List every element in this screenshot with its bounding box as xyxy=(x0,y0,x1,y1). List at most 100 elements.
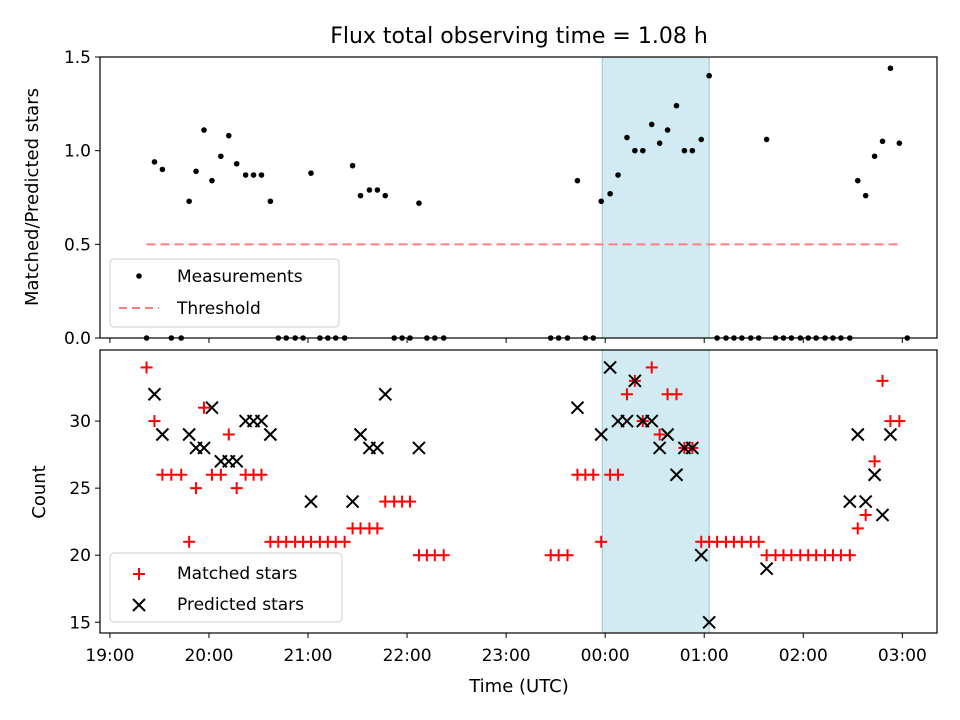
matched-star-point xyxy=(645,361,658,374)
count-x-ticks: 19:00 20:00 21:00 22:00 23:00 00:00 01:00 02:00… xyxy=(85,633,927,666)
count-y-ticks: 15 20 25 30 xyxy=(69,412,100,633)
measurement-point xyxy=(151,159,158,165)
legend-predicted-marker xyxy=(132,598,146,612)
ratio-panel-frame xyxy=(99,56,938,339)
matched-star-point xyxy=(175,468,188,481)
matched-star-point xyxy=(851,522,864,535)
chart-title: Flux total observing time = 1.08 h xyxy=(330,24,708,49)
predicted-star-point xyxy=(652,441,667,455)
y-tick-label: 20 xyxy=(69,546,91,566)
measurement-point xyxy=(706,72,712,79)
measurement-point xyxy=(193,168,199,175)
count-y-axis-label: Count xyxy=(29,465,50,518)
measurement-point xyxy=(308,170,314,176)
measurement-point xyxy=(871,153,878,160)
y-tick-label: 30 xyxy=(69,412,91,432)
x-tick-label: 20:00 xyxy=(184,646,233,666)
count-legend: Matched stars Predicted stars xyxy=(109,552,343,623)
matched-star-point xyxy=(140,361,153,374)
legend-threshold-label: Threshold xyxy=(176,299,261,319)
measurement-point xyxy=(366,187,373,193)
measurement-point xyxy=(159,166,166,173)
predicted-star-point xyxy=(685,441,700,455)
matched-star-point xyxy=(222,428,235,441)
measurement-point xyxy=(598,198,605,205)
predicted-star-point xyxy=(669,468,684,482)
x-tick-label: 22:00 xyxy=(383,646,432,666)
predicted-star-point xyxy=(345,494,360,509)
measurement-point xyxy=(854,177,861,184)
predicted-star-point xyxy=(205,400,219,415)
predicted-star-point xyxy=(883,427,898,442)
measurement-point xyxy=(763,136,770,143)
matched-star-point xyxy=(876,374,889,387)
matched-star-point xyxy=(437,549,450,562)
measurement-point xyxy=(648,121,655,128)
legend-matched-label: Matched stars xyxy=(177,564,297,584)
matched-star-point xyxy=(183,535,196,548)
measurement-point xyxy=(258,172,265,178)
measurement-point xyxy=(201,127,207,133)
ratio-x-ticks xyxy=(109,338,903,343)
matched-star-point xyxy=(587,468,600,481)
matched-star-point xyxy=(198,401,211,414)
predicted-star-point xyxy=(412,441,426,455)
measurement-point xyxy=(681,147,688,154)
predicted-star-point xyxy=(694,548,708,562)
predicted-star-point xyxy=(867,468,882,482)
measurement-point xyxy=(632,147,638,154)
measurement-point xyxy=(357,192,364,199)
predicted-star-point xyxy=(182,427,196,442)
predicted-star-point xyxy=(628,374,642,388)
x-tick-label: 01:00 xyxy=(680,646,729,666)
measurement-point xyxy=(250,172,257,178)
matched-star-point xyxy=(752,535,765,548)
predicted-star-point xyxy=(254,414,269,428)
count-panel: 15 20 25 30 19:00 20:00 21:00 22:00 23:00 00:00 0… xyxy=(29,349,938,697)
highlight-span-bottom xyxy=(601,349,710,634)
predicted-star-point xyxy=(594,427,608,442)
measurement-point xyxy=(349,162,356,169)
measurement-point xyxy=(607,190,613,197)
measurement-point xyxy=(382,192,389,199)
predicted-star-point xyxy=(620,414,634,428)
predicted-star-point xyxy=(660,427,675,442)
measurement-point xyxy=(624,134,630,141)
measurement-point xyxy=(664,127,671,133)
matched-star-point xyxy=(561,549,574,562)
matched-star-point xyxy=(214,468,227,481)
matched-star-point xyxy=(868,455,881,468)
y-tick-label: 1.5 xyxy=(64,48,91,68)
predicted-star-point xyxy=(570,400,585,415)
x-tick-label: 02:00 xyxy=(779,646,828,666)
matched-star-point xyxy=(148,415,161,428)
measurement-point xyxy=(656,140,663,146)
ratio-legend: Measurements Threshold xyxy=(109,258,340,328)
matched-star-point xyxy=(338,535,351,548)
matched-star-point xyxy=(620,388,633,401)
predicted-star-point xyxy=(759,561,774,576)
predicted-star-point xyxy=(304,494,318,509)
measurement-point xyxy=(673,102,680,109)
predicted-star-point xyxy=(263,427,278,442)
legend-matched-marker xyxy=(133,568,145,580)
predicted-star-point xyxy=(645,414,659,428)
measurement-point xyxy=(267,198,274,205)
y-tick-label: 0.0 xyxy=(64,329,91,349)
predicted-star-point xyxy=(851,427,865,442)
y-tick-label: 25 xyxy=(69,479,91,499)
x-tick-label: 19:00 xyxy=(85,646,134,666)
measurement-point xyxy=(574,177,581,184)
measurement-point xyxy=(896,140,903,146)
predicted-star-point xyxy=(378,387,392,401)
matched-star-point xyxy=(404,495,417,508)
measurement-point xyxy=(242,172,249,178)
count-panel-frame xyxy=(99,349,938,634)
measurement-point xyxy=(218,153,224,160)
measurement-point xyxy=(698,136,705,143)
measurement-point xyxy=(233,160,240,167)
predicted-star-point xyxy=(197,441,211,455)
ratio-panel: 0.0 0.5 1.0 1.5 Matched/Predicted stars Mea… xyxy=(22,48,938,349)
measurement-point xyxy=(374,187,381,193)
ratio-y-ticks: 0.0 0.5 1.0 1.5 xyxy=(64,48,100,349)
